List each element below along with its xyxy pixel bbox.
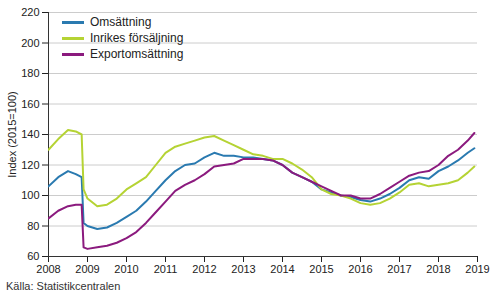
svg-text:2013: 2013 [231, 263, 255, 275]
html-text:Inrikes försäljning: Inrikes försäljning [90, 31, 184, 45]
svg-text:140: 140 [21, 128, 39, 140]
svg-text:2011: 2011 [154, 263, 178, 275]
svg-text:120: 120 [21, 159, 39, 171]
svg-text:2016: 2016 [348, 263, 372, 275]
svg-text:60: 60 [27, 250, 39, 262]
html-text:Exportomsättning: Exportomsättning [90, 47, 184, 61]
svg-text:160: 160 [21, 98, 39, 110]
svg-text:80: 80 [27, 220, 39, 232]
svg-text:180: 180 [21, 67, 39, 79]
html-text:Källa: Statistikcentralen: Källa: Statistikcentralen [6, 280, 121, 292]
svg-text:2017: 2017 [387, 263, 411, 275]
svg-text:2009: 2009 [75, 263, 99, 275]
svg-text:2012: 2012 [192, 263, 216, 275]
svg-text:2014: 2014 [270, 263, 294, 275]
svg-text:2010: 2010 [114, 263, 138, 275]
svg-text:220: 220 [21, 6, 39, 18]
svg-text:2019: 2019 [465, 263, 489, 275]
svg-text:200: 200 [21, 37, 39, 49]
svg-text:2008: 2008 [36, 263, 60, 275]
svg-text:2015: 2015 [309, 263, 333, 275]
svg-text:100: 100 [21, 189, 39, 201]
svg-text:Index (2015=100): Index (2015=100) [6, 91, 18, 178]
html-text:Omsättning: Omsättning [90, 15, 152, 29]
svg-text:2018: 2018 [426, 263, 450, 275]
